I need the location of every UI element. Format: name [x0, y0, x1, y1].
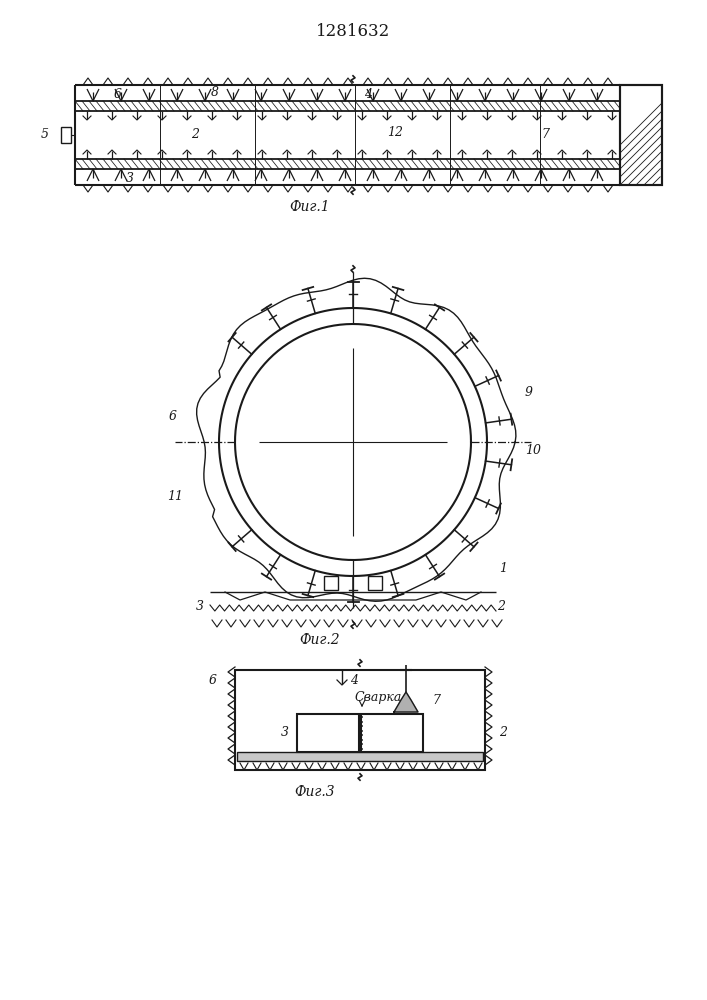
Bar	[620, 85, 662, 185]
Bar	[368, 576, 382, 590]
Text: 3: 3	[281, 726, 289, 740]
Text: Сварка: Сварка	[355, 692, 402, 704]
Text: 11: 11	[167, 490, 183, 504]
Text: 12: 12	[387, 126, 403, 139]
Polygon shape	[394, 692, 418, 712]
Text: 1: 1	[322, 726, 330, 740]
Bar	[61, 127, 71, 143]
Text: 5: 5	[41, 128, 49, 141]
Bar	[235, 670, 485, 770]
Text: 7: 7	[432, 694, 440, 706]
Text: 10: 10	[525, 444, 541, 456]
Text: 4: 4	[364, 88, 372, 101]
Bar	[324, 576, 338, 590]
Text: 9: 9	[525, 385, 533, 398]
Bar	[620, 85, 662, 185]
Text: 2: 2	[191, 128, 199, 141]
Text: 8: 8	[211, 87, 219, 100]
Text: Фиг.2: Фиг.2	[300, 633, 340, 647]
Text: 6: 6	[114, 88, 122, 101]
Text: 6: 6	[209, 674, 217, 686]
Text: 1281632: 1281632	[316, 23, 390, 40]
Text: Фиг.3: Фиг.3	[295, 785, 335, 799]
Text: 1: 1	[499, 562, 507, 574]
Bar	[237, 752, 483, 761]
Text: 7: 7	[541, 128, 549, 141]
Text: 2: 2	[499, 726, 507, 740]
Bar	[361, 714, 423, 752]
Bar	[297, 714, 359, 752]
Text: 2: 2	[497, 600, 505, 613]
Text: 4: 4	[350, 674, 358, 686]
Text: Фиг.1: Фиг.1	[290, 200, 330, 214]
Text: 3: 3	[196, 600, 204, 613]
Text: 6: 6	[169, 410, 177, 424]
Text: 3: 3	[126, 172, 134, 184]
Circle shape	[235, 324, 471, 560]
Text: 1: 1	[402, 726, 410, 740]
